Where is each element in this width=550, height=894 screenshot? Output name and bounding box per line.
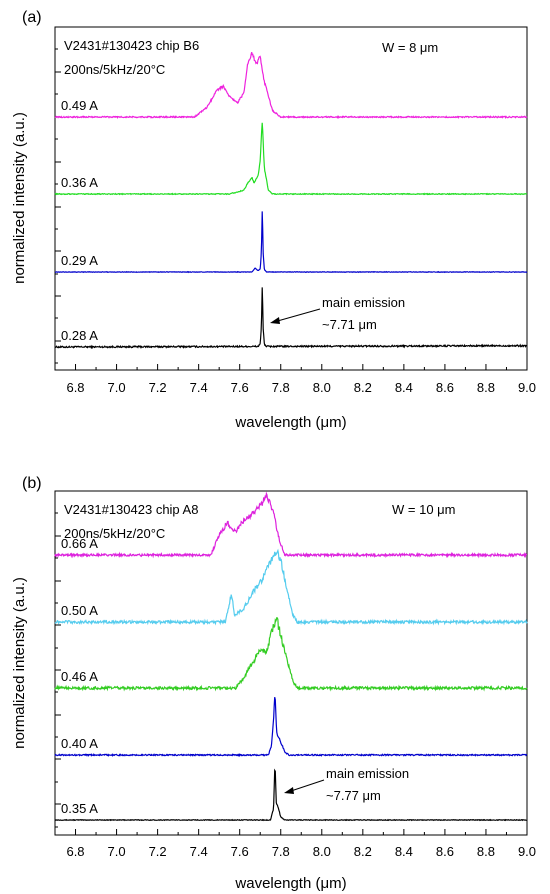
panel-b: (b) 6.8 7.0 7.2 7.4 7.6 7.8 8.0 8.2 8.4 8.6 8.8 9.0… — [11, 475, 536, 892]
x-tick-label: 7.2 — [149, 844, 167, 859]
panel-b-emission-line2: ~7.77 μm — [326, 788, 381, 803]
x-tick-label: 7.4 — [190, 844, 208, 859]
series-label: 0.50 A — [61, 603, 98, 618]
panel-b-x-axis-label: wavelength (μm) — [234, 875, 346, 892]
x-tick-label: 8.2 — [354, 380, 372, 395]
series-label: 0.66 A — [61, 536, 98, 551]
series-line-035A — [55, 768, 528, 822]
x-tick-label: 8.4 — [395, 844, 413, 859]
panel-b-emission-arrow — [287, 779, 325, 793]
series-line-049A — [54, 51, 528, 120]
panel-b-series: 0.35 A 0.40 A 0.46 A 0.50 A 0.66 A — [54, 491, 528, 822]
x-tick-label: 9.0 — [518, 844, 536, 859]
panel-a-conditions-label: 200ns/5kHz/20°C — [64, 62, 165, 77]
panel-a-emission-arrowhead — [270, 317, 280, 324]
x-tick-label: 8.6 — [436, 380, 454, 395]
x-tick-label: 8.0 — [313, 844, 331, 859]
x-tick-label: 8.6 — [436, 844, 454, 859]
series-line-028A — [54, 287, 528, 350]
panel-a-frame — [54, 26, 528, 371]
series-label: 0.40 A — [61, 736, 98, 751]
panel-a-ticks: 6.8 7.0 7.2 7.4 7.6 7.8 8.0 8.2 8.4 8.6 8.8 9.0 — [54, 26, 536, 395]
series-label: 0.49 A — [61, 98, 98, 113]
panel-b-emission-arrowhead — [284, 787, 294, 794]
panel-a-emission-line2: ~7.71 μm — [322, 317, 377, 332]
x-tick-label: 8.0 — [313, 380, 331, 395]
x-tick-label: 6.8 — [66, 380, 84, 395]
panel-a-emission-line1: main emission — [322, 295, 405, 310]
panel-a-x-axis-label: wavelength (μm) — [234, 414, 346, 431]
x-tick-label: 7.0 — [108, 380, 126, 395]
x-tick-label: 7.6 — [231, 380, 249, 395]
series-label: 0.29 A — [61, 253, 98, 268]
panel-a-y-axis-label: normalized intensity (a.u.) — [11, 112, 28, 284]
x-tick-label: 7.8 — [272, 844, 290, 859]
series-line-066A — [54, 491, 527, 559]
x-tick-label: 7.0 — [108, 844, 126, 859]
x-tick-label: 9.0 — [518, 380, 536, 395]
series-line-029A — [55, 211, 528, 274]
panel-b-label: (b) — [22, 475, 42, 492]
x-tick-label: 7.6 — [231, 844, 249, 859]
x-tick-label: 7.4 — [190, 380, 208, 395]
panel-a-device-label: V2431#130423 chip B6 — [64, 38, 199, 53]
panel-b-y-axis-label: normalized intensity (a.u.) — [11, 577, 28, 749]
series-label: 0.46 A — [61, 669, 98, 684]
panel-b-device-label: V2431#130423 chip A8 — [64, 502, 198, 517]
panel-a-series: 0.28 A 0.29 A 0.36 A 0.49 A — [54, 51, 528, 350]
panel-b-frame — [54, 490, 528, 836]
panel-b-emission-line1: main emission — [326, 766, 409, 781]
x-tick-label: 6.8 — [66, 844, 84, 859]
series-line-050A — [54, 548, 528, 626]
series-label: 0.35 A — [61, 801, 98, 816]
x-tick-label: 8.2 — [354, 844, 372, 859]
panel-b-conditions-label: 200ns/5kHz/20°C — [64, 526, 165, 541]
x-tick-label: 7.8 — [272, 380, 290, 395]
panel-b-ticks: 6.8 7.0 7.2 7.4 7.6 7.8 8.0 8.2 8.4 8.6 8.8 9.0 — [54, 490, 536, 859]
x-tick-label: 8.8 — [477, 380, 495, 395]
panel-b-width-label: W = 10 μm — [392, 502, 455, 517]
panel-a-emission-arrow — [273, 308, 321, 323]
x-tick-label: 7.2 — [149, 380, 167, 395]
series-line-040A — [54, 696, 528, 758]
x-tick-label: 8.8 — [477, 844, 495, 859]
series-line-046A — [54, 617, 528, 692]
series-label: 0.36 A — [61, 175, 98, 190]
series-label: 0.28 A — [61, 328, 98, 343]
panel-a-label: (a) — [22, 9, 42, 26]
panel-a-width-label: W = 8 μm — [382, 40, 438, 55]
series-line-036A — [54, 122, 528, 196]
panel-a: (a) 6.8 7.0 7.2 7.4 7.6 7.8 8.0 8.2 8.4 8.6 8.8 9.0… — [11, 9, 536, 431]
x-tick-label: 8.4 — [395, 380, 413, 395]
